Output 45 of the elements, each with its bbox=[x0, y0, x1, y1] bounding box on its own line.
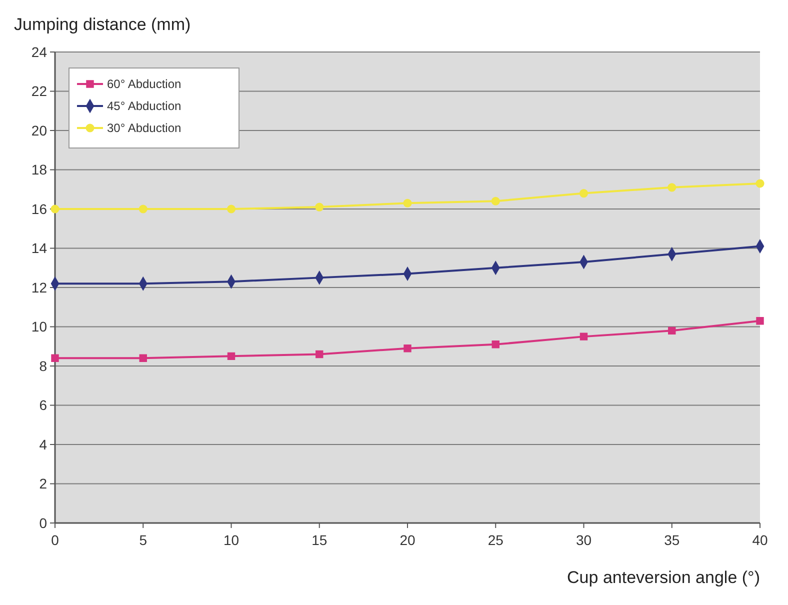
y-tick-label: 4 bbox=[39, 436, 48, 452]
point bbox=[50, 204, 60, 214]
point bbox=[404, 344, 412, 352]
point bbox=[579, 189, 588, 198]
x-tick-label: 30 bbox=[576, 532, 592, 548]
y-tick-label: 6 bbox=[39, 397, 48, 414]
y-tick-label: 18 bbox=[31, 162, 48, 178]
y-tick-label: 14 bbox=[31, 240, 48, 256]
point bbox=[139, 354, 147, 362]
y-tick-label: 0 bbox=[39, 514, 48, 531]
point bbox=[316, 350, 324, 358]
y-tick-label: 22 bbox=[31, 83, 48, 100]
legend-label: 60° Abduction bbox=[107, 77, 182, 92]
x-axis-title: Cup anteversion angle (°) bbox=[567, 568, 760, 587]
y-tick-label: 10 bbox=[31, 318, 48, 335]
x-tick-label: 5 bbox=[139, 532, 148, 548]
x-tick-label: 0 bbox=[51, 532, 60, 548]
x-tick-label: 40 bbox=[752, 532, 768, 548]
point bbox=[668, 326, 676, 335]
y-tick-label: 16 bbox=[31, 200, 48, 217]
point bbox=[491, 196, 500, 206]
y-tick-label: 8 bbox=[39, 358, 48, 374]
point bbox=[756, 179, 764, 188]
y-tick-label: 20 bbox=[31, 122, 48, 138]
y-axis-title: Jumping distance (mm) bbox=[14, 15, 191, 34]
point bbox=[756, 317, 764, 325]
x-tick-label: 25 bbox=[488, 532, 504, 548]
y-tick-label: 2 bbox=[39, 476, 48, 492]
point bbox=[51, 354, 59, 362]
x-tick-label: 10 bbox=[223, 532, 240, 548]
point bbox=[226, 204, 236, 214]
point bbox=[580, 332, 588, 340]
point bbox=[138, 204, 148, 214]
legend-label: 30° Abduction bbox=[107, 121, 182, 136]
x-tick-label: 20 bbox=[400, 532, 416, 548]
x-tick-label: 15 bbox=[312, 532, 328, 548]
point bbox=[227, 352, 236, 360]
point bbox=[492, 340, 500, 348]
x-tick-label: 35 bbox=[664, 532, 680, 548]
point bbox=[668, 183, 676, 192]
y-tick-label: 24 bbox=[31, 44, 48, 60]
point bbox=[315, 202, 324, 212]
y-tick-label: 12 bbox=[31, 279, 48, 296]
point bbox=[403, 198, 412, 208]
legend-label: 45° Abduction bbox=[107, 99, 182, 114]
